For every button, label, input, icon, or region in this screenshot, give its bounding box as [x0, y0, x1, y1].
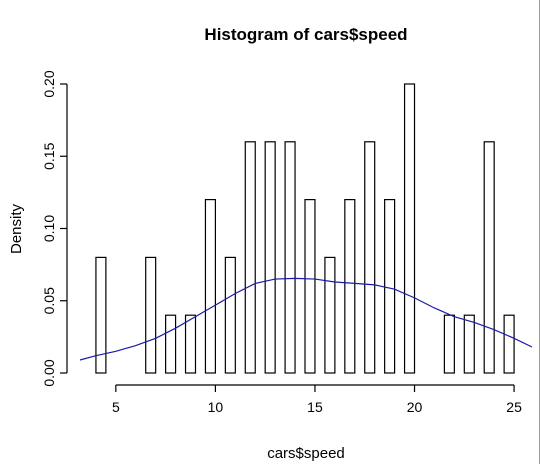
y-tick-label: 0.20: [41, 70, 57, 97]
histogram-bar: [403, 83, 416, 374]
histogram-bar: [503, 314, 515, 374]
histogram-bars: [95, 83, 515, 374]
histogram-bar: [324, 256, 336, 374]
y-axis-label: Density: [8, 203, 25, 254]
histogram-bar: [344, 199, 356, 374]
x-tick-label: 10: [208, 399, 224, 415]
histogram-bar: [204, 199, 217, 374]
x-tick-label: 15: [307, 399, 323, 415]
y-axis: 0.00 0.05 0.10 0.15 0.20: [41, 70, 68, 387]
chart-title: Histogram of cars$speed: [204, 25, 407, 44]
y-tick-label: 0.05: [41, 287, 57, 314]
x-axis: 5 10 15 20 25: [112, 384, 522, 415]
histogram-bar: [165, 314, 177, 374]
histogram-bar: [304, 199, 316, 374]
density-curve: [79, 277, 533, 361]
histogram-bar: [145, 256, 157, 374]
histogram-bar: [184, 314, 197, 374]
y-tick-label: 0.10: [41, 215, 57, 242]
x-tick-label: 20: [407, 399, 423, 415]
x-tick-label: 25: [506, 399, 522, 415]
histogram-bar: [95, 256, 107, 374]
histogram-bar: [264, 141, 276, 374]
y-tick-label: 0.00: [41, 359, 57, 386]
x-axis-label: cars$speed: [267, 445, 345, 462]
histogram-bar: [483, 141, 495, 374]
histogram-bar: [224, 256, 236, 374]
histogram-bar: [364, 141, 376, 374]
x-tick-label: 5: [112, 399, 120, 415]
histogram-bar: [284, 141, 296, 374]
histogram-bar: [463, 314, 475, 374]
histogram-bar: [443, 314, 455, 374]
y-tick-label: 0.15: [41, 142, 57, 169]
density-curve-layer: [79, 277, 533, 361]
histogram-bar: [384, 199, 396, 374]
histogram-bar: [244, 141, 256, 374]
